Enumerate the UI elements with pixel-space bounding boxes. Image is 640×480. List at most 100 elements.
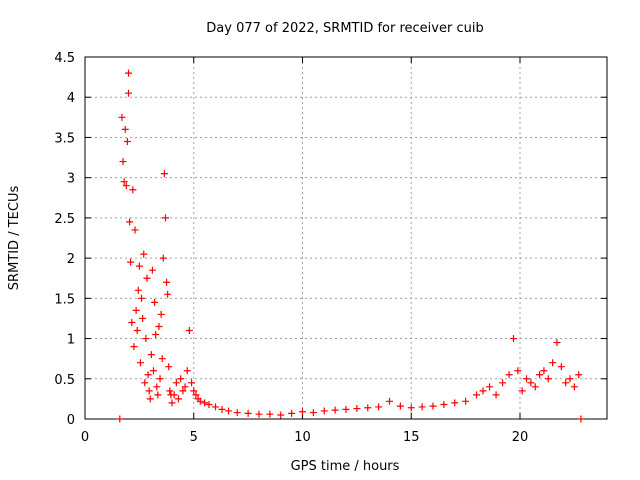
data-point xyxy=(170,391,178,399)
data-point xyxy=(331,406,339,414)
data-point xyxy=(118,113,126,121)
data-point xyxy=(518,387,526,395)
data-point xyxy=(142,335,150,343)
data-point xyxy=(119,158,127,166)
data-point xyxy=(566,375,574,383)
y-tick-label: 4.5 xyxy=(54,51,75,66)
data-point xyxy=(549,359,557,367)
data-point xyxy=(179,387,187,395)
data-point xyxy=(177,375,185,383)
data-point xyxy=(175,395,183,403)
data-point xyxy=(147,351,155,359)
x-tick-label: 20 xyxy=(512,430,529,445)
grid xyxy=(85,57,607,419)
data-point xyxy=(407,404,415,412)
data-point xyxy=(523,375,531,383)
data-point xyxy=(570,383,578,391)
data-point xyxy=(188,379,196,387)
chart-title: Day 077 of 2022, SRMTID for receiver cui… xyxy=(206,21,483,36)
ticks: 0 5 10 15 20 0 0.5 1 1.5 2 2.5 3 3.5 4 4.5 xyxy=(54,51,607,445)
data-point xyxy=(126,218,134,226)
data-point xyxy=(158,355,166,363)
data-point xyxy=(122,182,130,190)
y-tick-label: 2 xyxy=(67,252,75,267)
data-point xyxy=(138,294,146,302)
data-point xyxy=(151,298,159,306)
data-point xyxy=(540,367,548,375)
data-point xyxy=(123,137,131,145)
data-point xyxy=(148,266,156,274)
y-tick-label: 4 xyxy=(67,91,75,106)
data-point xyxy=(492,391,500,399)
data-point xyxy=(288,409,296,417)
data-point xyxy=(135,262,143,270)
y-axis-label: SRMTID / TECUs xyxy=(7,186,22,291)
data-point xyxy=(233,409,241,417)
data-point xyxy=(386,397,393,405)
x-tick-label: 0 xyxy=(81,430,89,445)
data-point xyxy=(150,367,158,375)
data-point xyxy=(418,403,426,411)
data-point xyxy=(499,379,507,387)
data-point xyxy=(205,401,213,409)
y-tick-label: 1 xyxy=(67,333,75,348)
data-point xyxy=(473,391,480,399)
data-point xyxy=(196,397,204,405)
data-point xyxy=(183,367,191,375)
y-tick-label: 2.5 xyxy=(54,212,75,227)
data-point xyxy=(154,391,162,399)
data-point xyxy=(299,408,306,416)
data-point xyxy=(161,214,169,222)
data-point xyxy=(181,383,189,391)
data-point xyxy=(309,409,317,417)
data-point xyxy=(121,125,129,133)
data-point xyxy=(429,402,437,410)
data-point xyxy=(557,363,565,371)
data-point xyxy=(364,404,372,412)
data-point xyxy=(146,395,154,403)
data-point xyxy=(266,410,274,418)
data-point xyxy=(155,322,163,330)
x-axis-label: GPS time / hours xyxy=(291,459,400,474)
x-tick-label: 15 xyxy=(403,430,420,445)
data-point xyxy=(544,375,552,383)
data-point xyxy=(133,327,141,335)
data-point xyxy=(116,415,124,423)
data-point xyxy=(129,186,137,194)
data-point xyxy=(255,410,263,418)
data-point xyxy=(143,274,151,282)
y-tick-label: 3 xyxy=(67,172,75,187)
data-point xyxy=(353,405,361,413)
data-point xyxy=(244,409,252,417)
data-point xyxy=(152,331,160,339)
data-point xyxy=(141,379,149,387)
data-point xyxy=(125,69,132,77)
data-point xyxy=(462,397,470,405)
data-point xyxy=(168,399,176,407)
data-point xyxy=(172,379,180,387)
data-point xyxy=(166,387,174,395)
data-point xyxy=(201,399,209,407)
data-point xyxy=(157,310,165,318)
data-point xyxy=(145,387,153,395)
data-point xyxy=(486,383,494,391)
data-point xyxy=(136,359,144,367)
data-point xyxy=(139,314,147,322)
data-point xyxy=(212,403,219,411)
data-point xyxy=(185,327,193,335)
x-tick-label: 5 xyxy=(190,430,198,445)
data-point xyxy=(160,170,168,178)
data-point xyxy=(159,254,167,262)
data-point xyxy=(192,391,200,399)
y-tick-label: 1.5 xyxy=(54,292,75,307)
y-tick-label: 0 xyxy=(67,413,75,428)
data-point xyxy=(531,383,539,391)
data-point xyxy=(127,258,135,266)
data-point xyxy=(120,178,128,186)
data-point xyxy=(165,363,173,371)
data-point xyxy=(536,371,544,379)
data-point xyxy=(134,286,142,294)
data-point xyxy=(375,403,383,411)
data-point xyxy=(553,339,561,347)
plot-frame xyxy=(84,56,608,420)
